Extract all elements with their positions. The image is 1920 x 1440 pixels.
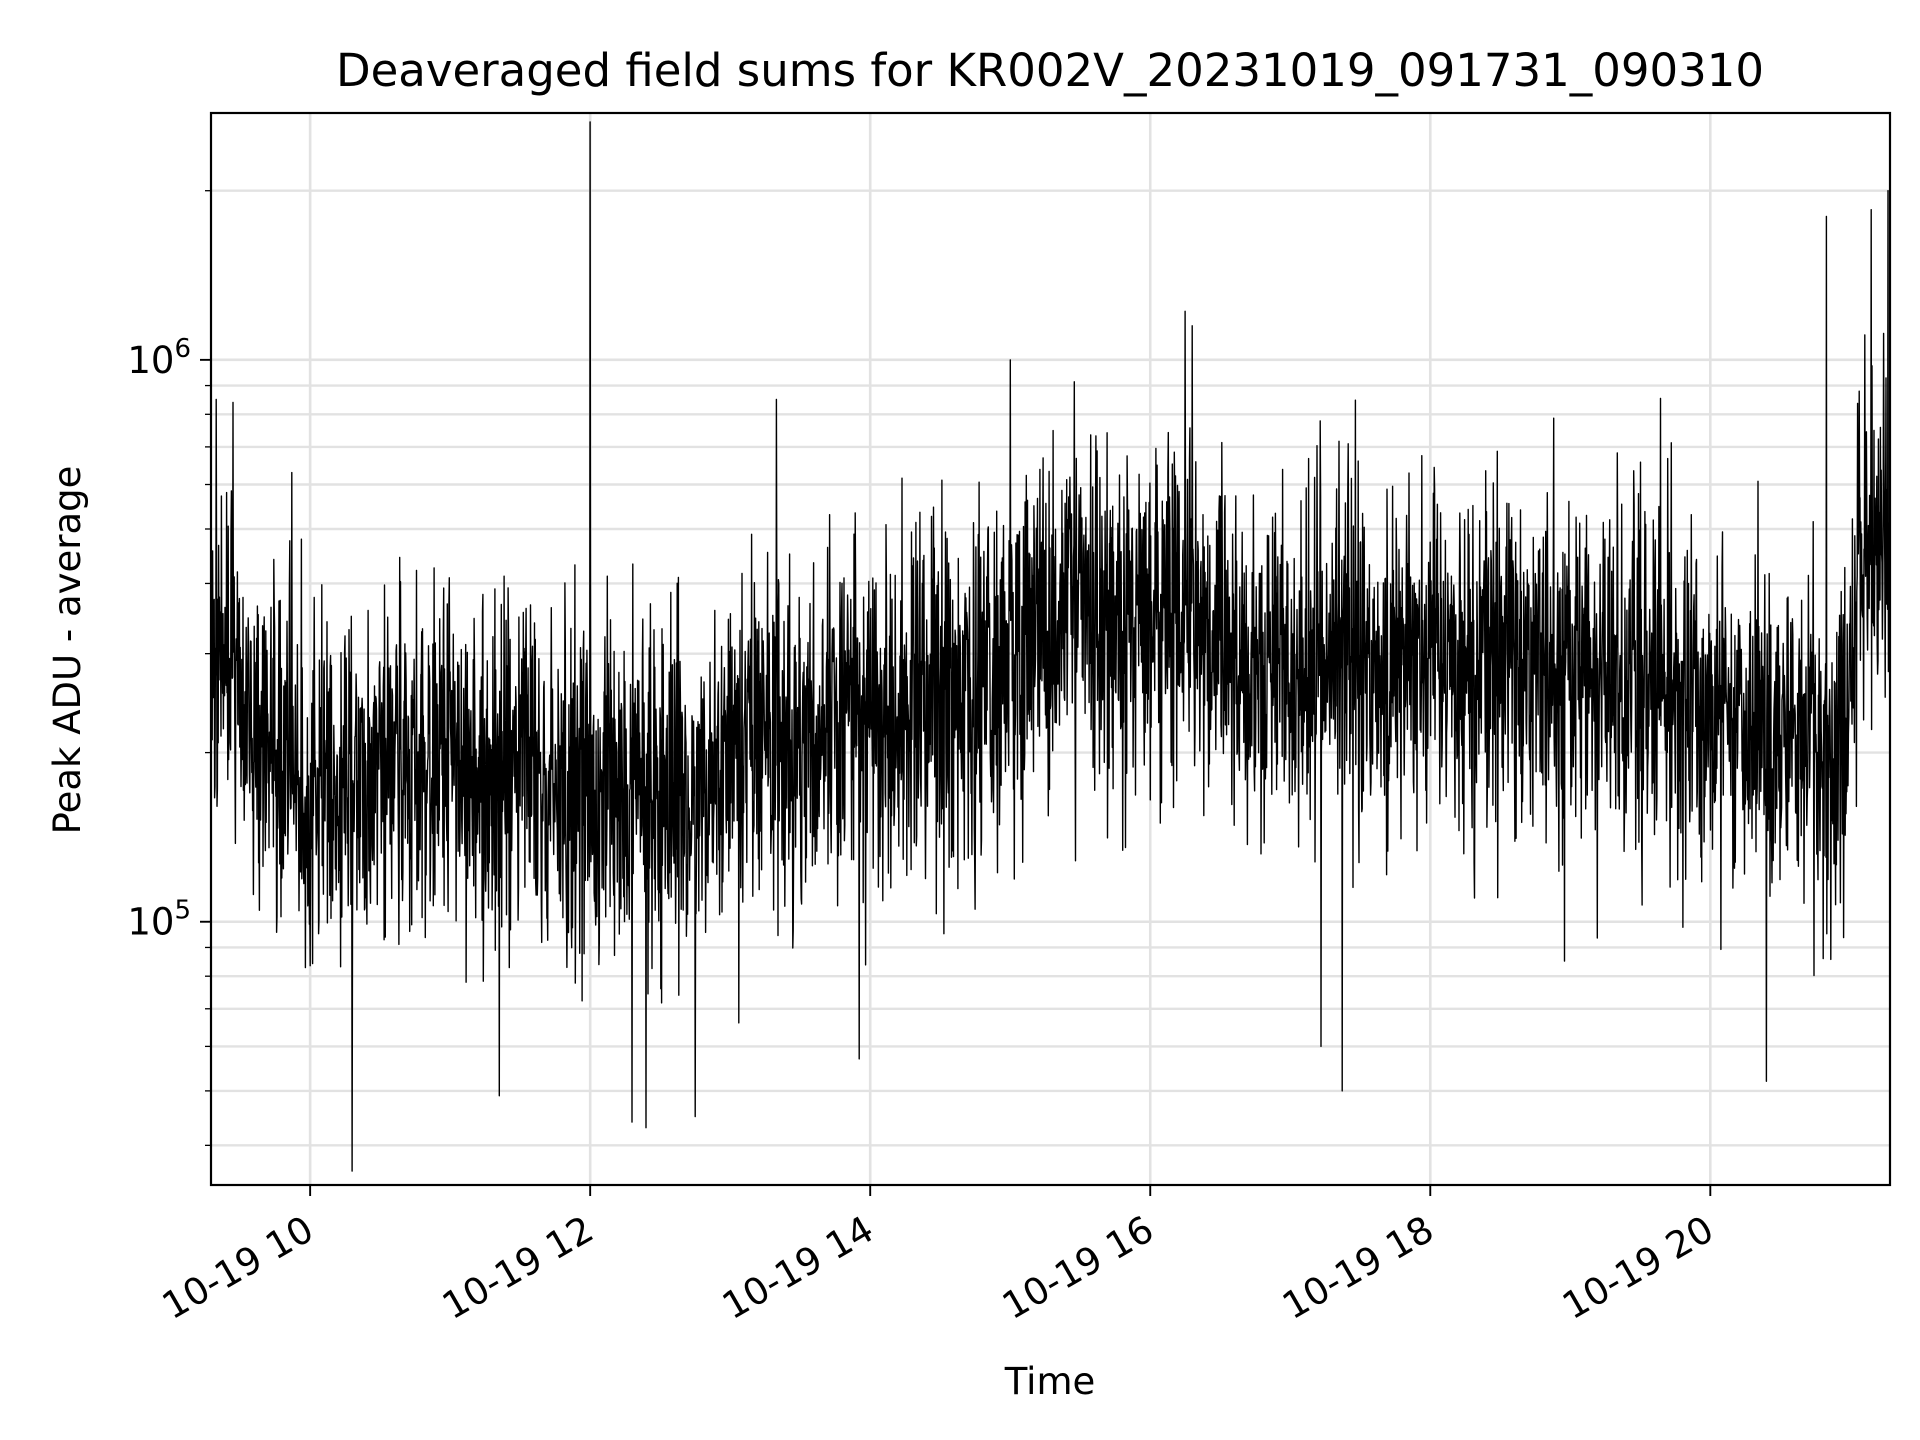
y-tick-label: 106 bbox=[127, 334, 191, 382]
y-tick-label: 105 bbox=[127, 896, 191, 944]
y-tick-exponent: 6 bbox=[174, 334, 191, 364]
grid bbox=[211, 113, 1890, 1185]
x-tick-label: 10-19 12 bbox=[435, 1208, 601, 1328]
plot-area bbox=[210, 121, 1891, 1172]
plot-frame bbox=[209, 111, 1892, 1187]
x-tick-label: 10-19 20 bbox=[1555, 1208, 1721, 1328]
x-tick-label: 10-19 10 bbox=[155, 1208, 321, 1328]
chart-title: Deaveraged field sums for KR002V_2023101… bbox=[336, 44, 1764, 97]
x-tick-label: 10-19 14 bbox=[715, 1208, 881, 1328]
x-axis-label: Time bbox=[1004, 1360, 1096, 1403]
axis-ticks: 10-19 10 10-19 12 10-19 14 10-19 16 10-19 18… bbox=[127, 190, 1721, 1328]
x-tick-label: 10-19 16 bbox=[995, 1208, 1161, 1328]
y-tick-base: 10 bbox=[127, 901, 174, 944]
y-tick-base: 10 bbox=[127, 339, 174, 382]
y-tick-exponent: 5 bbox=[174, 896, 191, 926]
x-tick-label: 10-19 18 bbox=[1275, 1208, 1441, 1328]
y-axis-label: Peak ADU - average bbox=[46, 466, 89, 835]
series-line bbox=[210, 121, 1891, 1172]
